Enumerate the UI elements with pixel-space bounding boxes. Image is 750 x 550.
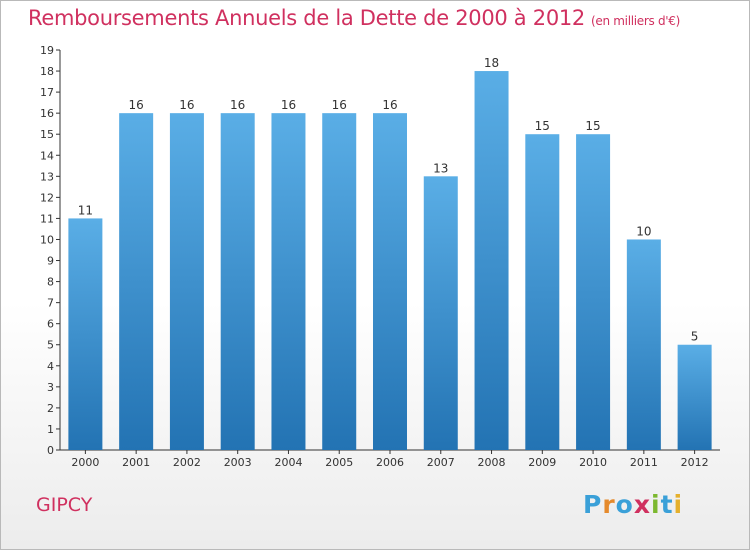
bar [271, 113, 306, 450]
logo-letter: i [673, 490, 684, 519]
x-tick-label: 2002 [173, 456, 201, 469]
y-tick-label: 8 [47, 276, 54, 289]
bar [576, 134, 611, 451]
y-tick-label: 11 [40, 212, 54, 225]
y-tick-label: 0 [47, 444, 54, 457]
data-label: 10 [636, 224, 651, 238]
y-tick-label: 12 [40, 191, 54, 204]
chart-title-text: Remboursements Annuels de la Dette de 20… [28, 6, 585, 30]
x-tick-label: 2010 [579, 456, 607, 469]
y-tick-label: 13 [40, 170, 54, 183]
proxiti-logo: Proxiti [583, 490, 683, 519]
bar [169, 113, 204, 450]
logo-letter: r [602, 490, 616, 519]
bar [68, 218, 103, 450]
x-tick-label: 2003 [224, 456, 252, 469]
place-name: GIPCY [36, 494, 93, 516]
y-tick-label: 9 [47, 255, 54, 268]
bars-group [68, 71, 712, 451]
y-tick-label: 10 [40, 233, 54, 246]
x-tick-label: 2005 [325, 456, 353, 469]
x-tick-label: 2004 [274, 456, 302, 469]
logo-letter: o [615, 490, 634, 519]
bar [373, 113, 407, 450]
logo-letter: i [651, 490, 661, 519]
bar [474, 71, 509, 450]
data-label: 15 [535, 119, 550, 133]
bar [119, 113, 154, 450]
x-tick-label: 2007 [427, 456, 455, 469]
x-axis: 2000 2001 2002 2003 2004 2005 2006 2007 2008 2009… [60, 449, 720, 469]
data-label: 16 [332, 98, 347, 112]
y-tick-label: 19 [40, 44, 54, 57]
y-tick-label: 5 [47, 339, 54, 352]
y-tick-label: 18 [40, 65, 54, 78]
bar [626, 239, 661, 450]
bar [423, 176, 458, 450]
data-label: 16 [129, 98, 144, 112]
y-tick-label: 7 [47, 297, 54, 310]
data-label: 15 [585, 119, 600, 133]
logo-letter: x [633, 490, 651, 519]
data-label: 16 [230, 98, 245, 112]
x-tick-label: 2008 [478, 456, 506, 469]
x-tick-label: 2000 [71, 456, 99, 469]
data-label: 18 [484, 56, 499, 70]
y-tick-label: 4 [47, 360, 54, 373]
data-label: 16 [281, 98, 296, 112]
x-tick-label: 2006 [376, 456, 404, 469]
x-tick-label: 2001 [122, 456, 150, 469]
y-tick-label: 15 [40, 128, 54, 141]
y-tick-label: 1 [47, 423, 54, 436]
data-label: 5 [691, 330, 699, 344]
bar [677, 344, 712, 450]
logo-letter: P [583, 490, 603, 519]
data-label: 16 [382, 98, 397, 112]
data-label: 13 [433, 161, 448, 175]
bar [220, 113, 255, 450]
bar [525, 134, 560, 451]
x-tick-label: 2009 [528, 456, 556, 469]
data-label: 11 [78, 203, 93, 217]
y-tick-label: 2 [47, 402, 54, 415]
y-tick-label: 3 [47, 381, 54, 394]
y-tick-label: 16 [40, 107, 54, 120]
y-tick-label: 6 [47, 318, 54, 331]
chart-title: Remboursements Annuels de la Dette de 20… [28, 6, 680, 30]
data-labels-group: 11 16 16 16 16 16 16 13 18 15 15 10 5 [78, 56, 699, 344]
y-tick-label: 17 [40, 86, 54, 99]
y-tick-label: 14 [40, 149, 54, 162]
data-label: 16 [179, 98, 194, 112]
logo-letter: t [660, 490, 674, 519]
bar [322, 113, 357, 450]
x-tick-label: 2012 [681, 456, 709, 469]
x-tick-label: 2011 [630, 456, 658, 469]
chart-subtitle: (en milliers d'€) [591, 14, 681, 28]
